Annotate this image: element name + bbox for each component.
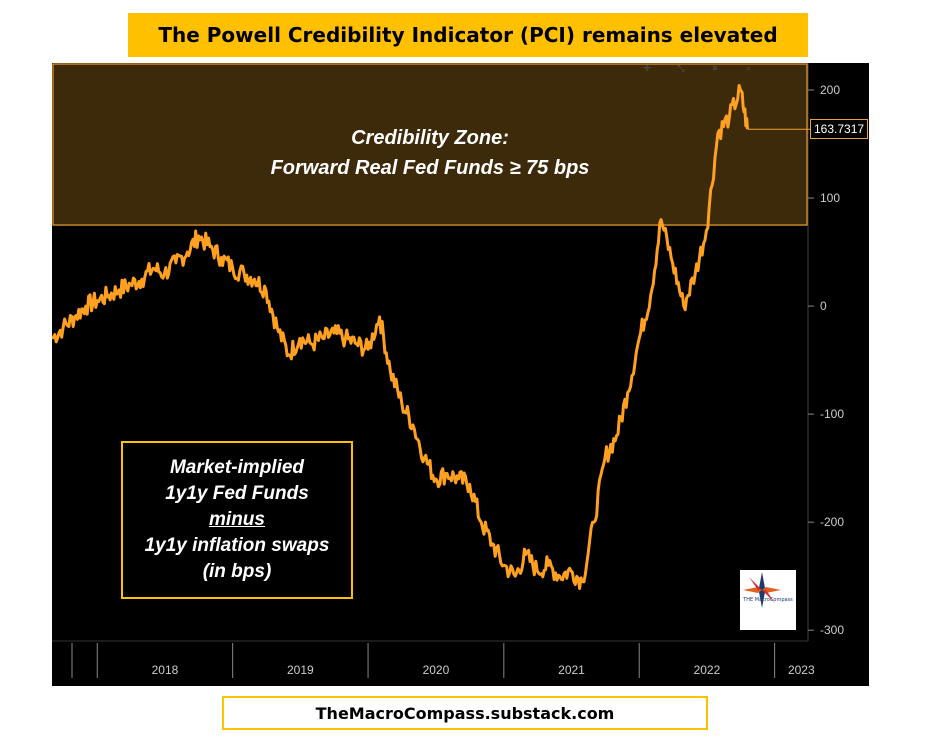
line-chart: 200 100 0 -100 -200 -300 2018 2019 2020 2021 2022 2… bbox=[52, 63, 844, 678]
x-tick-label: 2022 bbox=[694, 663, 721, 677]
compass-icon bbox=[743, 572, 781, 608]
x-tick-label: 2018 bbox=[152, 663, 179, 677]
x-tick-label: 2020 bbox=[423, 663, 450, 677]
zone-label-line1: Credibility Zone: bbox=[351, 127, 509, 149]
lines-icon[interactable]: ≡ bbox=[712, 63, 718, 73]
y-tick-label: -200 bbox=[820, 515, 844, 529]
chart-title: The Powell Credibility Indicator (PCI) r… bbox=[128, 13, 808, 57]
definition-line1: Market-implied bbox=[169, 457, 305, 478]
zone-label-line2: Forward Real Fed Funds ≥ 75 bps bbox=[270, 157, 590, 179]
x-tick-label: 2021 bbox=[558, 663, 585, 677]
definition-line5: (in bps) bbox=[202, 561, 272, 582]
chart-panel: 200 100 0 -100 -200 -300 2018 2019 2020 2021 2022 2… bbox=[52, 63, 869, 686]
y-tick-label: 0 bbox=[820, 299, 827, 313]
move-icon[interactable]: ✛ bbox=[643, 63, 651, 73]
definition-box: Market-implied 1y1y Fed Funds minus 1y1y… bbox=[121, 441, 353, 599]
last-value-label: 163.7317 bbox=[810, 119, 869, 140]
magnifier-icon[interactable]: ⌕ bbox=[746, 63, 752, 73]
y-tick-label: -100 bbox=[820, 407, 844, 421]
x-tick-label: 2023 bbox=[788, 663, 815, 677]
definition-line2: 1y1y Fed Funds bbox=[165, 483, 309, 504]
pci-series-line bbox=[52, 84, 749, 590]
credibility-zone bbox=[52, 63, 808, 226]
chart-toolbar: ✛ ⤡ ≡ ⌕ bbox=[637, 63, 769, 75]
y-tick-label: 200 bbox=[820, 83, 840, 97]
logo-text: THE MacroCompass bbox=[743, 597, 793, 603]
macro-compass-logo: THE MacroCompass bbox=[740, 570, 796, 630]
definition-line4: 1y1y inflation swaps bbox=[144, 535, 330, 556]
source-footer[interactable]: TheMacroCompass.substack.com bbox=[222, 696, 708, 730]
zoom-icon[interactable]: ⤡ bbox=[677, 63, 685, 73]
definition-line3: minus bbox=[209, 509, 265, 530]
y-tick-label: 100 bbox=[820, 191, 840, 205]
y-tick-label: -300 bbox=[820, 623, 844, 637]
x-tick-label: 2019 bbox=[287, 663, 314, 677]
